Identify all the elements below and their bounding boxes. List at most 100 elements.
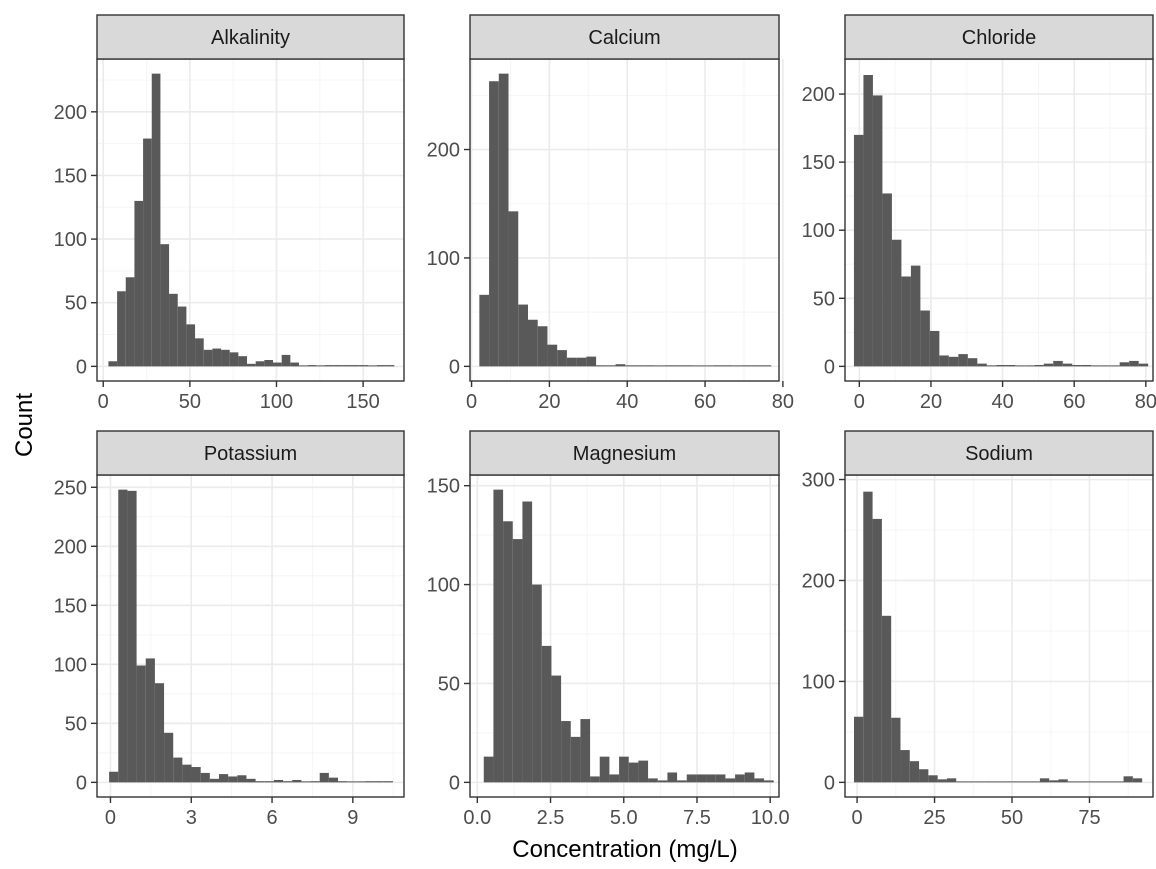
histogram-bar xyxy=(338,781,348,783)
y-tick-label: 200 xyxy=(54,536,87,558)
histogram-bar xyxy=(532,584,542,783)
histogram-bar xyxy=(200,772,210,783)
histogram-bar xyxy=(863,491,873,783)
histogram-bar xyxy=(125,277,135,367)
histogram-bar xyxy=(493,489,504,783)
histogram-bar xyxy=(551,675,562,783)
histogram-bar xyxy=(948,356,959,367)
histogram-bar xyxy=(290,362,300,367)
x-tick-label: 0 xyxy=(852,807,863,829)
y-tick-label: 100 xyxy=(54,229,87,251)
histogram-bar xyxy=(247,363,256,367)
histogram-bar xyxy=(281,354,291,367)
histogram-bar xyxy=(374,781,384,783)
facet-title: Alkalinity xyxy=(211,27,290,49)
histogram-bar xyxy=(910,265,921,367)
histogram-bar xyxy=(1067,781,1078,783)
histogram-bar xyxy=(974,781,985,783)
histogram-bar xyxy=(1039,778,1050,783)
x-tick-label: 20 xyxy=(538,391,560,413)
histogram-bar xyxy=(984,781,994,783)
histogram-bar xyxy=(328,777,339,783)
histogram-bar xyxy=(376,365,386,367)
facet-panel: Potassium 0 3 6 9 0 50 100 150 200 250 xyxy=(54,430,405,829)
histogram-bar xyxy=(958,354,968,367)
histogram-bar xyxy=(742,365,752,367)
histogram-bar xyxy=(744,772,755,783)
y-tick-label: 50 xyxy=(438,673,460,695)
histogram-bar xyxy=(127,490,137,783)
histogram-bar xyxy=(1043,363,1054,367)
histogram-bar xyxy=(735,774,745,783)
histogram-bar xyxy=(108,361,118,367)
histogram-bar xyxy=(238,356,248,367)
x-tick-label: 0 xyxy=(105,807,116,829)
x-tick-label: 0.0 xyxy=(463,807,491,829)
histogram-bar xyxy=(1132,778,1143,783)
histogram-bar xyxy=(686,774,697,783)
histogram-bar xyxy=(609,774,620,783)
histogram-bar xyxy=(967,358,978,367)
histogram-bar xyxy=(1049,780,1059,783)
y-tick-label: 0 xyxy=(449,772,460,794)
histogram-bar xyxy=(1072,365,1082,367)
histogram-bar xyxy=(527,319,538,367)
histogram-bar xyxy=(619,756,629,783)
histogram-bar xyxy=(725,778,736,783)
y-tick-label: 200 xyxy=(802,84,835,106)
histogram-bar xyxy=(677,780,687,783)
histogram-bar xyxy=(939,355,949,367)
histogram-bar xyxy=(182,764,192,783)
histogram-bar xyxy=(754,778,765,783)
histogram-bar xyxy=(909,761,920,783)
histogram-bar xyxy=(541,645,552,783)
x-tick-label: 100 xyxy=(260,391,293,413)
y-tick-label: 0 xyxy=(76,772,87,794)
facet-title: Magnesium xyxy=(573,443,676,465)
histogram-bar xyxy=(977,363,987,367)
histogram-bar xyxy=(117,291,126,367)
histogram-bar xyxy=(625,365,636,367)
histogram-bar xyxy=(853,716,864,783)
y-axis-title: Count xyxy=(11,393,38,457)
y-tick-label: 50 xyxy=(813,288,835,310)
histogram-bar xyxy=(1015,365,1025,367)
y-tick-label: 0 xyxy=(449,356,460,378)
histogram-bar xyxy=(1021,781,1031,783)
histogram-bar xyxy=(195,338,204,367)
histogram-bar xyxy=(1138,363,1149,367)
histogram-bar xyxy=(1091,365,1101,367)
histogram-bar xyxy=(228,776,238,783)
histogram-bar xyxy=(919,769,929,783)
y-tick-label: 150 xyxy=(802,152,835,174)
histogram-bar xyxy=(212,348,222,367)
histogram-bar xyxy=(218,774,229,783)
facet-panel: Sodium 0 25 50 75 0 100 200 300 xyxy=(802,430,1154,829)
facet-title: Chloride xyxy=(962,27,1036,49)
histogram-bar xyxy=(993,781,1003,783)
x-tick-label: 25 xyxy=(923,807,945,829)
histogram-bar xyxy=(715,774,726,783)
histogram-bar xyxy=(307,365,317,367)
histogram-bar xyxy=(638,760,649,783)
histogram-bar xyxy=(1024,365,1035,367)
x-tick-label: 60 xyxy=(1063,391,1085,413)
x-tick-label: 3 xyxy=(186,807,197,829)
histogram-bar xyxy=(628,762,639,783)
histogram-bar xyxy=(1114,781,1124,783)
histogram-bar xyxy=(764,780,774,783)
histogram-bar xyxy=(1086,781,1096,783)
histogram-bar xyxy=(264,360,274,367)
histogram-bar xyxy=(292,780,302,783)
histogram-bar xyxy=(599,756,610,783)
facet-panel: Magnesium 0.0 2.5 5.0 7.5 10.0 0 50 100 150 xyxy=(427,430,790,829)
histogram-bar xyxy=(596,365,606,367)
x-tick-label: 50 xyxy=(1001,807,1023,829)
histogram-bar xyxy=(1058,779,1068,783)
histogram-bar xyxy=(301,781,311,783)
histogram-bar xyxy=(657,780,668,783)
histogram-bar xyxy=(154,683,165,783)
x-tick-label: 60 xyxy=(694,391,716,413)
y-tick-label: 0 xyxy=(76,356,87,378)
facet-panel: Chloride 0 20 40 60 80 0 50 100 150 200 xyxy=(802,14,1156,413)
